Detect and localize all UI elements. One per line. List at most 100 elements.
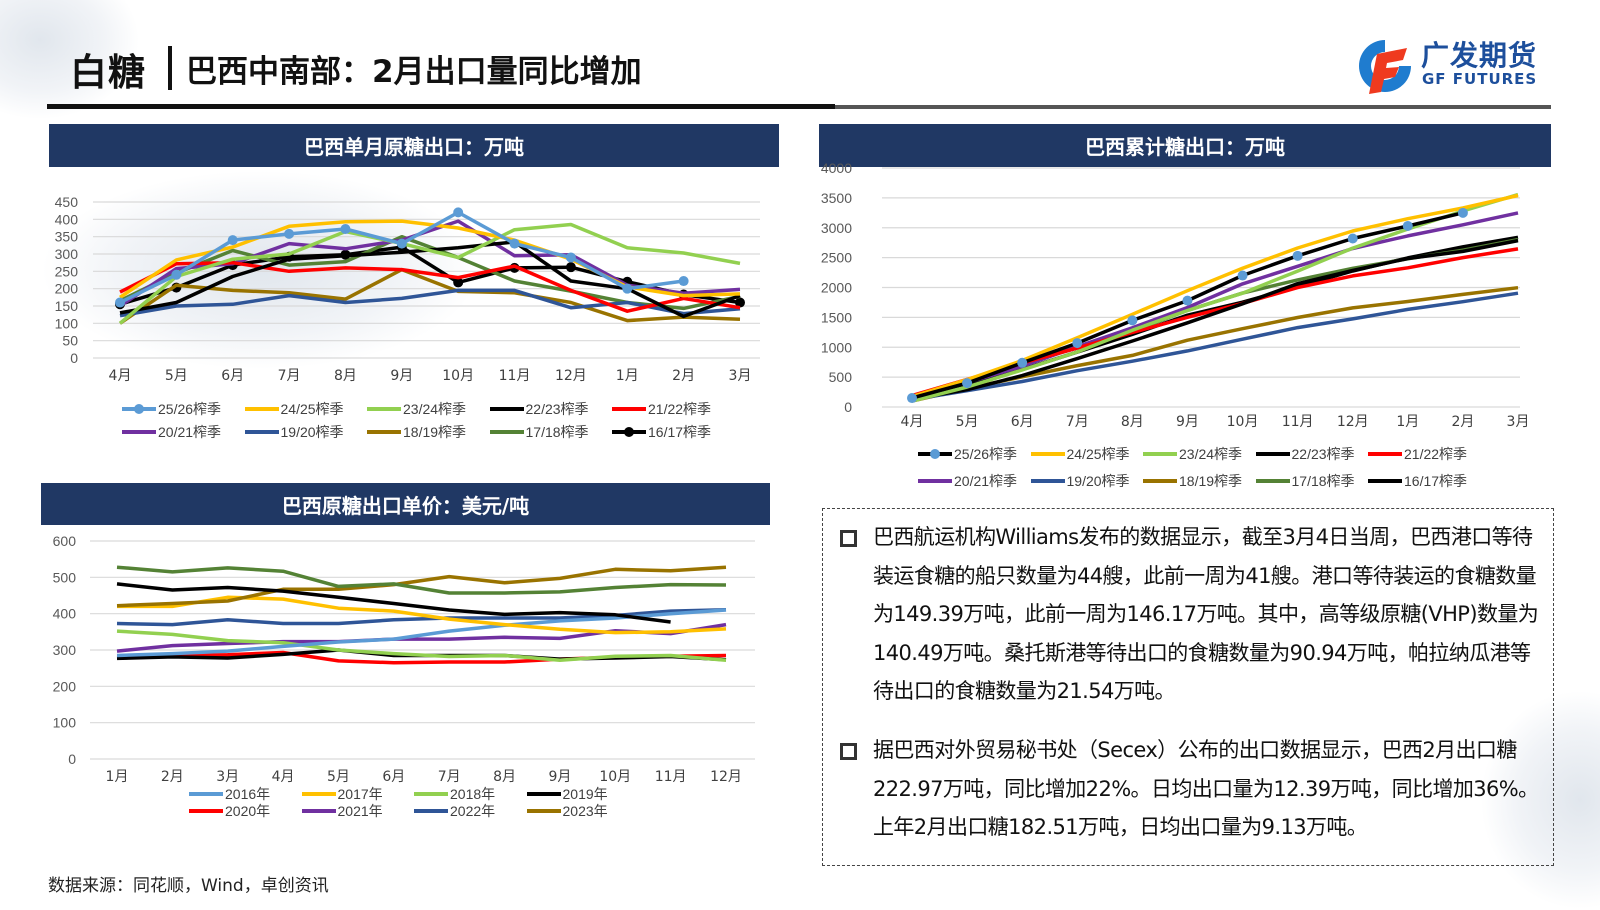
x-tick-label: 10月	[442, 368, 474, 384]
legend-item: 19/20榨季	[244, 422, 344, 442]
legend-label: 2023年	[562, 803, 608, 819]
x-tick-label: 4月	[109, 368, 132, 384]
legend-swatch	[189, 809, 223, 813]
y-tick-label: 300	[55, 246, 79, 262]
legend-label: 20/21榨季	[158, 424, 222, 440]
legend-swatch	[1255, 479, 1290, 483]
legend-item: 23/24榨季	[1143, 444, 1242, 464]
x-tick-label: 9月	[390, 368, 413, 384]
data-point-marker	[1402, 220, 1413, 231]
y-tick-label: 2500	[821, 250, 852, 266]
x-tick-label: 11月	[499, 368, 531, 384]
x-tick-label: 2月	[672, 368, 695, 384]
commentary-paragraph: 巴西航运机构Williams发布的数据显示，截至3月4日当周，巴西港口等待装运食…	[840, 518, 1549, 711]
data-point-marker	[735, 297, 745, 308]
gf-logo-icon	[1359, 40, 1411, 94]
legend-swatch	[414, 792, 448, 796]
legend-marker-icon	[930, 449, 940, 459]
data-point-marker	[565, 262, 576, 273]
y-tick-label: 500	[53, 569, 77, 585]
commentary-paragraph: 据巴西对外贸易秘书处（Secex）公布的出口数据显示，巴西2月出口糖222.97…	[840, 731, 1549, 847]
y-tick-label: 100	[55, 315, 79, 331]
commentary-box: 巴西航运机构Williams发布的数据显示，截至3月4日当周，巴西港口等待装运食…	[822, 508, 1554, 866]
data-point-marker	[907, 393, 917, 404]
legend-label: 17/18榨季	[1291, 473, 1355, 489]
x-tick-label: 4月	[272, 769, 295, 785]
legend-swatch	[1255, 452, 1290, 456]
legend-swatch	[122, 404, 156, 414]
legend-item: 17/18榨季	[1255, 471, 1355, 491]
x-tick-label: 10月	[599, 769, 631, 785]
x-tick-label: 7月	[1066, 414, 1089, 430]
legend-label: 20/21榨季	[954, 473, 1018, 489]
data-point-marker	[115, 297, 125, 308]
x-tick-label: 8月	[493, 769, 516, 785]
legend-label: 23/24榨季	[403, 401, 467, 417]
y-tick-label: 150	[55, 298, 79, 314]
data-source: 数据来源：同花顺，Wind，卓创资讯	[48, 876, 329, 896]
x-tick-label: 7月	[438, 769, 461, 785]
legend-label: 22/23榨季	[1291, 446, 1355, 462]
legend-label: 17/18榨季	[525, 424, 589, 440]
legend-item: 20/21榨季	[122, 422, 221, 442]
legend-swatch	[489, 407, 524, 411]
y-tick-label: 1500	[821, 309, 852, 325]
legend-item: 2023年	[526, 801, 608, 821]
y-tick-label: 300	[53, 642, 77, 658]
legend-swatch	[1143, 452, 1177, 456]
legend-item: 2019年	[526, 784, 608, 804]
legend-swatch	[301, 792, 336, 796]
x-tick-label: 4月	[901, 414, 924, 430]
legend-label: 16/17榨季	[648, 424, 712, 440]
header-rule-gray	[835, 105, 1551, 109]
legend-item: 21/22榨季	[1368, 444, 1467, 464]
legend-label: 21/22榨季	[1404, 446, 1468, 462]
x-tick-label: 1月	[106, 769, 129, 785]
y-tick-label: 500	[829, 369, 853, 385]
x-tick-label: 6月	[382, 769, 405, 785]
legend-item: 24/25榨季	[1030, 444, 1130, 464]
y-tick-label: 0	[844, 399, 852, 415]
data-point-marker	[622, 283, 633, 294]
legend-label: 19/20榨季	[1066, 473, 1130, 489]
x-tick-label: 10月	[1227, 414, 1259, 430]
legend-swatch	[189, 792, 223, 796]
series-line-19/20榨季	[911, 291, 1519, 402]
series-line-23/24榨季	[911, 192, 1519, 403]
data-point-marker	[1017, 357, 1028, 368]
legend-item: 2020年	[189, 801, 270, 821]
legend-label: 24/25榨季	[1066, 446, 1130, 462]
series-line-2018年	[116, 629, 727, 662]
x-tick-label: 1月	[1396, 414, 1419, 430]
legend-item: 22/23榨季	[489, 399, 589, 419]
legend-swatch	[244, 430, 279, 434]
legend-item: 19/20榨季	[1030, 471, 1130, 491]
data-point-marker	[678, 276, 689, 287]
y-tick-label: 3000	[821, 220, 852, 236]
legend-item: 2016年	[189, 784, 270, 804]
data-point-marker	[453, 207, 464, 218]
legend-swatch	[612, 427, 646, 437]
data-point-marker	[396, 238, 407, 249]
y-tick-label: 0	[68, 751, 76, 767]
y-tick-label: 200	[53, 678, 77, 694]
x-tick-label: 5月	[956, 414, 979, 430]
legend-label: 22/23榨季	[525, 401, 589, 417]
header-rule	[47, 104, 835, 109]
x-tick-label: 8月	[334, 368, 357, 384]
series-line-18/19榨季	[119, 267, 741, 325]
legend-swatch	[489, 430, 524, 434]
legend-item: 25/26榨季	[918, 444, 1017, 464]
series-line-2023年	[116, 565, 727, 608]
series-line-20/21榨季	[911, 211, 1519, 400]
legend-label: 18/19榨季	[1179, 473, 1243, 489]
series-line-23/24榨季	[118, 222, 741, 325]
legend-item: 18/19榨季	[1143, 471, 1242, 491]
x-tick-label: 8月	[1121, 414, 1144, 430]
legend-item: 16/17榨季	[612, 422, 711, 442]
legend-label: 2021年	[337, 803, 383, 819]
data-point-marker	[1072, 338, 1083, 349]
title-divider	[168, 46, 172, 90]
series-line-16/17榨季	[119, 245, 741, 306]
